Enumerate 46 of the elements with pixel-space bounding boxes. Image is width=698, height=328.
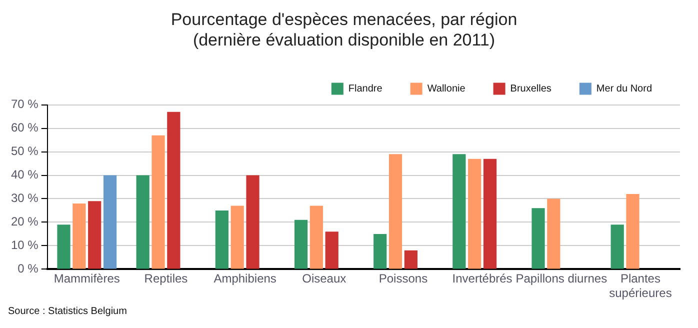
bar <box>325 232 338 269</box>
chart-title: Pourcentage d'espèces menacées, par région <box>170 10 518 29</box>
bar <box>483 158 497 269</box>
source-note: Source : Statistics Belgium <box>8 306 128 317</box>
bar <box>136 175 150 269</box>
bar <box>88 201 102 269</box>
x-tick-label: Mammifères <box>54 272 120 286</box>
x-tick-label: Invertébrés <box>452 272 512 286</box>
bar <box>452 154 466 269</box>
legend-label: Bruxelles <box>510 84 552 95</box>
bar <box>246 175 260 269</box>
bar <box>103 175 117 269</box>
x-tick-label: Amphibiens <box>214 272 276 286</box>
bar <box>310 206 323 269</box>
bar <box>626 194 640 269</box>
y-tick-label: 70 % <box>10 97 39 112</box>
bar <box>167 112 180 269</box>
x-tick-label: Plantes supérieures <box>609 272 672 300</box>
legend-label: Mer du Nord <box>596 84 652 95</box>
bar <box>388 154 402 269</box>
legend-label: Wallonie <box>427 84 466 95</box>
bar <box>610 224 624 269</box>
chart-subtitle: (dernière évaluation disponible en 2011) <box>192 30 496 50</box>
y-tick-label: 40 % <box>10 168 39 182</box>
x-tick-label: Poissons <box>378 272 428 286</box>
bar <box>294 220 308 269</box>
bar <box>468 158 482 269</box>
x-tick-label: Oiseaux <box>302 272 346 286</box>
bar <box>404 250 418 269</box>
bar <box>72 203 86 269</box>
y-tick-label: 60 % <box>10 120 39 135</box>
legend-label: Flandre <box>348 84 383 95</box>
y-tick-label: 10 % <box>10 238 39 252</box>
bar <box>230 206 244 269</box>
y-tick-label: 50 % <box>10 144 39 158</box>
bar <box>374 234 387 269</box>
bar <box>57 224 70 269</box>
bar <box>532 208 545 269</box>
bar <box>152 135 165 269</box>
y-tick-label: 20 % <box>10 214 39 229</box>
y-tick-label: 0 % <box>18 262 39 276</box>
bar <box>215 210 228 269</box>
x-tick-label: Reptiles <box>144 272 188 286</box>
y-tick-label: 30 % <box>10 191 39 206</box>
x-tick-label: Papillons diurnes <box>516 272 608 286</box>
bar <box>547 198 560 269</box>
